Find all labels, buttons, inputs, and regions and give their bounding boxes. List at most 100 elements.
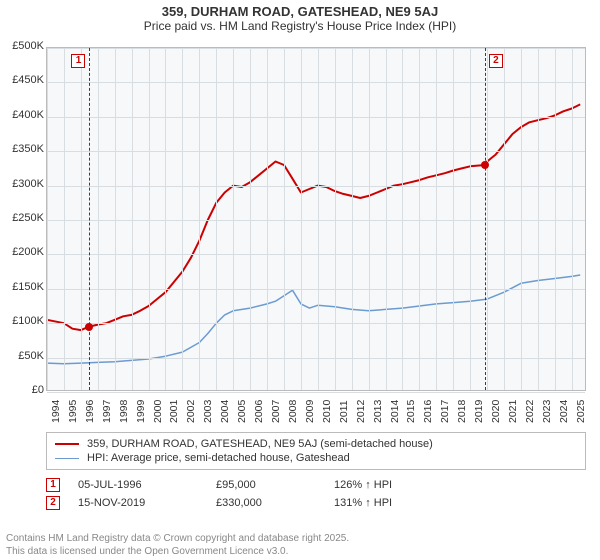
footer-line-2: This data is licensed under the Open Gov… xyxy=(6,546,288,557)
x-axis-label: 2002 xyxy=(185,387,191,423)
x-axis-label: 1996 xyxy=(84,387,90,423)
x-axis-label: 2022 xyxy=(524,387,530,423)
marker-box-2: 2 xyxy=(489,54,503,68)
x-gridline xyxy=(487,48,488,390)
x-gridline xyxy=(352,48,353,390)
x-axis-label: 2003 xyxy=(202,387,208,423)
x-axis-label: 2010 xyxy=(321,387,327,423)
y-axis-label: £300K xyxy=(0,178,44,190)
x-axis-label: 2014 xyxy=(389,387,395,423)
marker-line-2 xyxy=(485,48,486,390)
transaction-row: 2 15-NOV-2019 £330,000 131% ↑ HPI xyxy=(46,494,586,512)
marker-box-1: 1 xyxy=(71,54,85,68)
transactions-table: 1 05-JUL-1996 £95,000 126% ↑ HPI 2 15-NOV-201… xyxy=(46,476,586,512)
y-axis-label: £450K xyxy=(0,74,44,86)
x-gridline xyxy=(216,48,217,390)
x-axis-label: 2008 xyxy=(287,387,293,423)
chart-area: 12 £0£50K£100K£150K£200K£250K£300K£350K£… xyxy=(0,39,600,429)
x-gridline xyxy=(115,48,116,390)
legend: 359, DURHAM ROAD, GATESHEAD, NE9 5AJ (se… xyxy=(46,432,586,470)
y-gridline xyxy=(47,392,585,393)
x-gridline xyxy=(165,48,166,390)
x-gridline xyxy=(81,48,82,390)
x-axis-label: 2013 xyxy=(372,387,378,423)
y-axis-label: £350K xyxy=(0,143,44,155)
y-axis-label: £400K xyxy=(0,109,44,121)
x-gridline xyxy=(555,48,556,390)
x-axis-label: 2005 xyxy=(236,387,242,423)
x-axis-label: 1998 xyxy=(118,387,124,423)
x-axis-label: 2012 xyxy=(355,387,361,423)
x-axis-label: 2004 xyxy=(219,387,225,423)
legend-label: HPI: Average price, semi-detached house,… xyxy=(87,452,350,464)
x-gridline xyxy=(182,48,183,390)
chart-title-block: 359, DURHAM ROAD, GATESHEAD, NE9 5AJ Pri… xyxy=(0,0,600,39)
transaction-row: 1 05-JUL-1996 £95,000 126% ↑ HPI xyxy=(46,476,586,494)
x-gridline xyxy=(301,48,302,390)
plot-area: 12 xyxy=(46,47,586,391)
x-axis-label: 2006 xyxy=(253,387,259,423)
y-axis-label: £150K xyxy=(0,281,44,293)
x-gridline xyxy=(470,48,471,390)
x-gridline xyxy=(98,48,99,390)
y-axis-label: £50K xyxy=(0,350,44,362)
x-gridline xyxy=(504,48,505,390)
y-axis-label: £500K xyxy=(0,40,44,52)
x-gridline xyxy=(233,48,234,390)
x-axis-label: 2000 xyxy=(152,387,158,423)
x-axis-label: 2015 xyxy=(405,387,411,423)
x-axis-label: 2011 xyxy=(338,387,344,423)
x-gridline xyxy=(335,48,336,390)
x-axis-label: 1994 xyxy=(50,387,56,423)
x-gridline xyxy=(267,48,268,390)
legend-row: 359, DURHAM ROAD, GATESHEAD, NE9 5AJ (se… xyxy=(55,437,577,451)
x-axis-label: 1995 xyxy=(67,387,73,423)
legend-row: HPI: Average price, semi-detached house,… xyxy=(55,451,577,465)
x-axis-label: 2023 xyxy=(541,387,547,423)
series-property xyxy=(47,104,580,330)
transaction-price: £95,000 xyxy=(216,479,316,491)
transaction-hpi: 126% ↑ HPI xyxy=(334,479,586,491)
chart-title: 359, DURHAM ROAD, GATESHEAD, NE9 5AJ xyxy=(0,4,600,19)
x-gridline xyxy=(132,48,133,390)
x-gridline xyxy=(149,48,150,390)
x-gridline xyxy=(64,48,65,390)
x-axis-label: 2018 xyxy=(456,387,462,423)
x-axis-label: 2021 xyxy=(507,387,513,423)
x-axis-label: 1999 xyxy=(135,387,141,423)
legend-label: 359, DURHAM ROAD, GATESHEAD, NE9 5AJ (se… xyxy=(87,438,433,450)
x-gridline xyxy=(199,48,200,390)
marker-dot-1 xyxy=(85,323,93,331)
transaction-price: £330,000 xyxy=(216,497,316,509)
x-axis-label: 2025 xyxy=(575,387,581,423)
x-axis-label: 2009 xyxy=(304,387,310,423)
x-gridline xyxy=(284,48,285,390)
x-gridline xyxy=(521,48,522,390)
marker-line-1 xyxy=(89,48,90,390)
x-gridline xyxy=(453,48,454,390)
transaction-marker-ref: 1 xyxy=(46,478,60,492)
x-gridline xyxy=(419,48,420,390)
y-axis-label: £0 xyxy=(0,384,44,396)
x-axis-label: 1997 xyxy=(101,387,107,423)
x-gridline xyxy=(386,48,387,390)
x-gridline xyxy=(436,48,437,390)
y-axis-label: £200K xyxy=(0,246,44,258)
footer-attribution: Contains HM Land Registry data © Crown c… xyxy=(6,533,596,558)
transaction-hpi: 131% ↑ HPI xyxy=(334,497,586,509)
x-gridline xyxy=(538,48,539,390)
x-gridline xyxy=(572,48,573,390)
footer-line-1: Contains HM Land Registry data © Crown c… xyxy=(6,533,349,544)
x-axis-label: 2024 xyxy=(558,387,564,423)
x-axis-label: 2017 xyxy=(439,387,445,423)
transaction-date: 15-NOV-2019 xyxy=(78,497,198,509)
x-gridline xyxy=(402,48,403,390)
legend-swatch xyxy=(55,458,79,459)
x-gridline xyxy=(369,48,370,390)
transaction-date: 05-JUL-1996 xyxy=(78,479,198,491)
y-axis-label: £100K xyxy=(0,315,44,327)
x-axis-label: 2020 xyxy=(490,387,496,423)
marker-dot-2 xyxy=(481,161,489,169)
legend-swatch xyxy=(55,443,79,445)
transaction-marker-ref: 2 xyxy=(46,496,60,510)
